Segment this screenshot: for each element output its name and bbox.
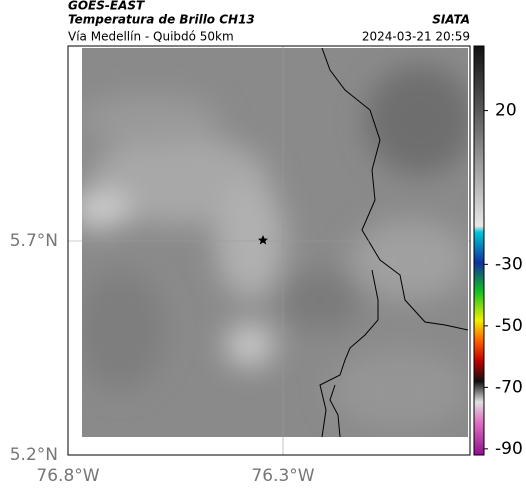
satellite-image (82, 48, 468, 437)
satellite: GOES-EAST (68, 0, 145, 13)
colorbar-ticks: 20 -30 -50 -70 -90 (484, 101, 523, 459)
colorbar-tick-label: -30 (495, 254, 523, 274)
x-axis-label: 76.8°W (36, 466, 99, 486)
product: Temperatura de Brillo CH13 (68, 13, 255, 27)
x-axis-label: 76.3°W (251, 466, 314, 486)
location-marker (258, 235, 268, 245)
colorbar-tick-label: -50 (495, 316, 523, 336)
y-axis-label: 5.7°N (10, 231, 58, 251)
y-axis-label: 5.2°N (10, 445, 58, 465)
subtitle: Vía Medellín - Quibdó 50km (68, 30, 234, 44)
colorbar-tick-label: -90 (495, 439, 523, 459)
colorbar-tick-label: 20 (495, 101, 517, 121)
colorbar-tick-label: -70 (495, 377, 523, 397)
source: SIATA (432, 13, 470, 27)
timestamp: 2024-03-21 20:59 (362, 30, 470, 44)
colorbar (473, 45, 485, 456)
boundary (329, 384, 341, 438)
map-frame (67, 45, 471, 456)
boundary (319, 47, 469, 438)
